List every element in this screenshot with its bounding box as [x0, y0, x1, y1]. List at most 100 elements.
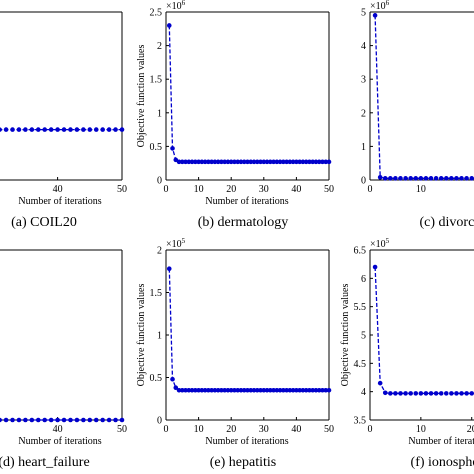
data-point [287, 159, 293, 165]
data-point [326, 159, 332, 165]
data-point [206, 159, 211, 165]
data-point [29, 417, 35, 423]
x-tick-label: 0 [368, 424, 373, 435]
data-point [281, 387, 286, 393]
data-point [428, 176, 434, 181]
data-point [271, 387, 276, 393]
x-tick-label: 20 [467, 424, 474, 435]
y-tick-label: 5 [361, 8, 366, 19]
y-tick-label: 0.5 [150, 373, 163, 384]
series-line [374, 266, 474, 395]
data-point [238, 387, 244, 393]
data-point [170, 376, 175, 382]
data-point [320, 159, 325, 165]
y-tick-label: 1 [157, 331, 162, 342]
data-point [74, 127, 80, 132]
data-point [245, 387, 250, 393]
data-point [222, 159, 227, 165]
data-point [377, 175, 383, 180]
chart-panel-coil20: 40 50 Number of iterations (a) COIL20 [0, 11, 127, 230]
data-point [454, 176, 459, 181]
y-multiplier-exponent: 6 [182, 0, 186, 7]
data-point [326, 387, 332, 393]
y-axis-label: Objective function values [340, 284, 351, 387]
y-tick-label: 2 [157, 41, 162, 52]
data-point [297, 387, 302, 393]
data-point [443, 391, 449, 396]
data-point [55, 127, 60, 132]
x-tick-label: 40 [291, 184, 301, 195]
data-point [433, 176, 439, 181]
data-point [323, 387, 329, 393]
data-point [222, 387, 227, 393]
data-point [10, 127, 15, 132]
data-point [68, 417, 73, 423]
data-point [87, 417, 93, 423]
data-point [113, 127, 118, 132]
data-point [23, 127, 28, 132]
y-multiplier: ×105 [166, 237, 186, 250]
data-point [382, 390, 388, 396]
data-point [418, 176, 424, 181]
x-axis-label: Number of iterations [205, 436, 288, 447]
data-point [212, 159, 218, 165]
data-point [423, 391, 429, 396]
data-point [423, 176, 429, 181]
data-point [48, 417, 54, 423]
data-point [228, 387, 234, 393]
x-tick-label: 10 [416, 184, 426, 195]
chart-panel-divorce: 0 10 0 1 2 3 4 5 ×106 (c) divorce [361, 0, 474, 230]
data-point [388, 391, 393, 396]
data-point [106, 417, 112, 423]
data-point [176, 387, 182, 393]
data-point [271, 159, 276, 165]
data-point [189, 159, 195, 165]
data-point [372, 13, 378, 18]
x-tick-label: 30 [259, 184, 269, 195]
y-tick-label: 6.5 [354, 246, 367, 257]
y-tick-label: 0 [157, 176, 162, 187]
data-point [42, 127, 48, 132]
data-point [113, 417, 118, 423]
series-line [168, 268, 329, 391]
x-tick-label: 50 [117, 424, 127, 435]
y-multiplier: ×106 [166, 0, 186, 12]
data-point [248, 387, 254, 393]
data-point [87, 127, 93, 132]
data-point [186, 387, 192, 393]
data-point [16, 417, 22, 423]
x-tick-label: 40 [53, 184, 63, 195]
data-point [277, 159, 283, 165]
panel-caption: (e) hepatitis [210, 455, 276, 470]
x-tick-label: 50 [324, 424, 334, 435]
y-tick-label: 3.5 [354, 416, 367, 427]
data-point [232, 159, 237, 165]
data-point [183, 159, 188, 165]
data-point [170, 146, 175, 151]
data-point [438, 176, 444, 181]
data-point [393, 391, 398, 396]
y-tick-label: 3 [361, 75, 366, 86]
data-point [173, 385, 179, 391]
data-point [261, 387, 267, 393]
data-point [225, 387, 231, 393]
data-point [176, 159, 182, 165]
data-point [274, 387, 280, 393]
data-point [307, 159, 312, 165]
data-point [277, 387, 283, 393]
series-line [168, 25, 329, 163]
data-point [61, 127, 67, 132]
data-point [300, 159, 306, 165]
data-point [209, 159, 214, 165]
data-point [193, 387, 198, 393]
data-point [459, 176, 464, 181]
data-point [16, 127, 22, 132]
data-point [241, 387, 247, 393]
data-point [300, 387, 306, 393]
data-point [3, 417, 9, 423]
data-point [320, 387, 325, 393]
data-point [68, 127, 73, 132]
data-point [261, 159, 267, 165]
data-point [413, 391, 419, 396]
